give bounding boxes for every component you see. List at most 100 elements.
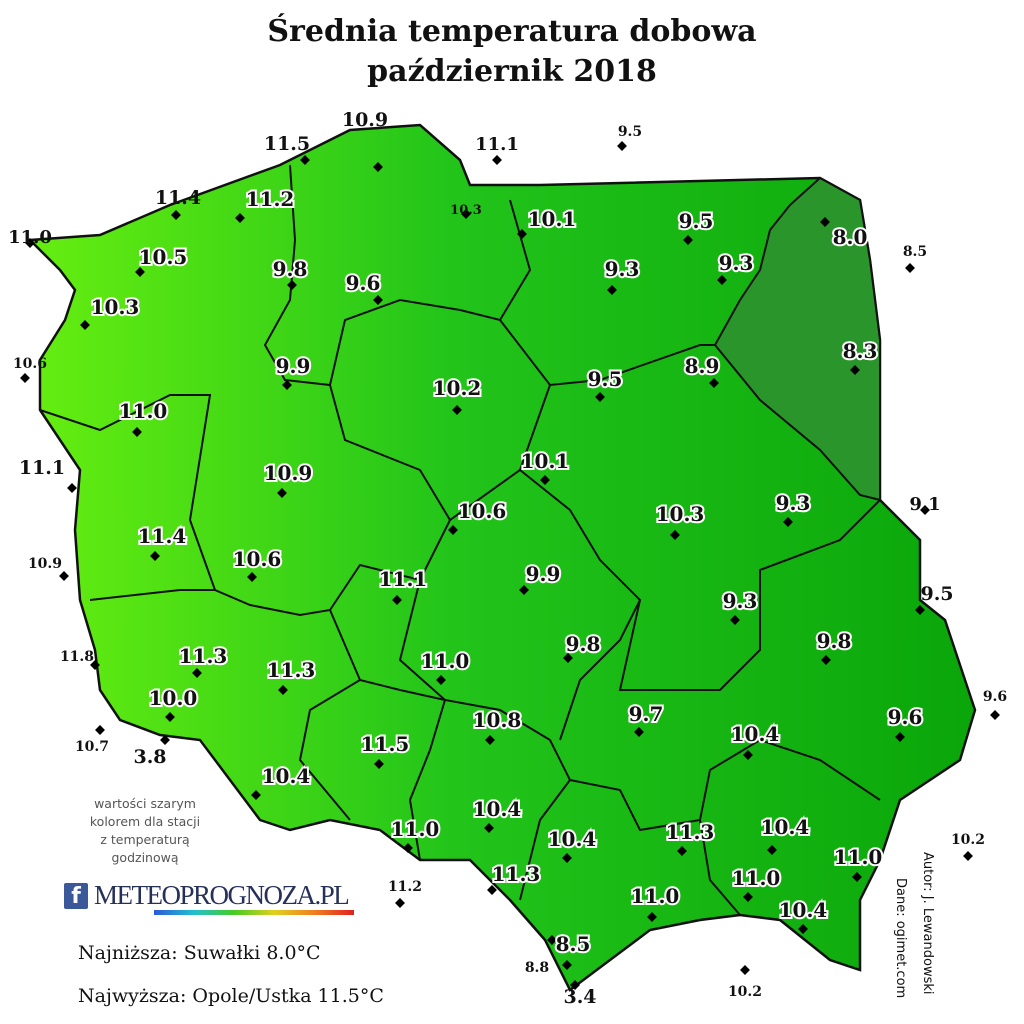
station-temperature-label: 9.6 bbox=[983, 689, 1007, 705]
station-marker-icon bbox=[59, 571, 69, 581]
station-temperature-label: 11.0 bbox=[119, 399, 168, 423]
note-line: godzinową bbox=[111, 850, 179, 865]
station-marker-icon bbox=[562, 853, 572, 863]
station-marker-icon bbox=[519, 585, 529, 595]
station-temperature-label: 10.3 bbox=[450, 203, 482, 218]
station-marker-icon bbox=[821, 655, 831, 665]
meteoprognoza-logo[interactable]: f METEOPROGNOZA.PL bbox=[64, 880, 354, 915]
station: 9.7 bbox=[627, 700, 665, 737]
logo-color-bar bbox=[154, 910, 354, 915]
voivodeship-borders bbox=[39, 164, 881, 916]
station-temperature-label: 9.5 bbox=[588, 367, 623, 391]
station: 8.5 bbox=[554, 930, 592, 970]
station: 3.8 bbox=[133, 735, 170, 768]
station-marker-icon bbox=[547, 935, 557, 945]
station: 11.4 bbox=[136, 522, 188, 561]
station-marker-icon bbox=[135, 267, 145, 277]
station: 10.1 bbox=[517, 205, 578, 239]
station-temperature-label: 11.3 bbox=[179, 644, 228, 668]
station-temperature-label: 8.5 bbox=[556, 932, 591, 956]
station-marker-icon bbox=[647, 912, 657, 922]
station: 10.0 bbox=[147, 684, 199, 722]
station-marker-icon bbox=[278, 685, 288, 695]
station: 9.9 bbox=[519, 560, 562, 595]
station-temperature-label: 10.8 bbox=[473, 708, 522, 732]
station: 9.6 bbox=[983, 689, 1007, 720]
station: 11.0 bbox=[629, 882, 681, 922]
station-temperature-label: 10.9 bbox=[342, 109, 388, 131]
station-marker-icon bbox=[798, 924, 808, 934]
station-marker-icon bbox=[895, 732, 905, 742]
station-marker-icon bbox=[247, 572, 257, 582]
station: 9.8 bbox=[815, 627, 853, 665]
station-marker-icon bbox=[683, 235, 693, 245]
station-marker-icon bbox=[25, 238, 35, 248]
station-marker-icon bbox=[165, 712, 175, 722]
station-marker-icon bbox=[403, 843, 413, 853]
station: 9.3 bbox=[717, 249, 755, 285]
station: 11.5 bbox=[359, 730, 411, 769]
station-marker-icon bbox=[563, 653, 573, 663]
station-temperature-label: 11.3 bbox=[492, 862, 541, 886]
station-marker-icon bbox=[436, 675, 446, 685]
station: 11.0 bbox=[419, 647, 471, 685]
station-marker-icon bbox=[717, 275, 727, 285]
station-marker-icon bbox=[395, 898, 405, 908]
station-marker-icon bbox=[634, 727, 644, 737]
station-temperature-label: 10.3 bbox=[656, 502, 705, 526]
station-temperature-label: 10.0 bbox=[149, 686, 198, 710]
station-temperature-label: 9.6 bbox=[346, 271, 381, 295]
station-marker-icon bbox=[709, 378, 719, 388]
station-temperature-label: 11.0 bbox=[421, 649, 470, 673]
station: 9.9 bbox=[274, 352, 312, 390]
station: 11.0 bbox=[389, 815, 441, 853]
facebook-icon[interactable]: f bbox=[64, 882, 88, 909]
station-marker-icon bbox=[235, 213, 245, 223]
station-temperature-label: 11.0 bbox=[834, 845, 883, 869]
note-line: z temperaturą bbox=[100, 832, 190, 847]
station-temperature-label: 11.1 bbox=[475, 134, 519, 155]
station: 9.8 bbox=[563, 630, 602, 663]
station-temperature-label: 3.8 bbox=[133, 746, 166, 768]
station-temperature-label: 10.6 bbox=[458, 499, 507, 523]
station-temperature-label: 11.8 bbox=[60, 649, 94, 665]
station-marker-icon bbox=[67, 483, 77, 493]
station-marker-icon bbox=[171, 210, 181, 220]
station: 9.5 bbox=[617, 124, 642, 151]
station: 8.5 bbox=[903, 244, 927, 273]
station-marker-icon bbox=[448, 525, 458, 535]
station: 10.9 bbox=[262, 459, 314, 498]
station-temperature-label: 9.8 bbox=[566, 632, 601, 656]
station-temperature-label: 10.4 bbox=[262, 764, 311, 788]
station-marker-icon bbox=[820, 217, 830, 227]
station: 11.4 bbox=[155, 187, 201, 220]
station-temperature-label: 10.6 bbox=[13, 356, 47, 372]
station-temperature-label: 9.9 bbox=[276, 354, 311, 378]
station-temperature-label: 11.1 bbox=[19, 457, 65, 479]
station-temperature-label: 10.3 bbox=[91, 295, 140, 319]
station-marker-icon bbox=[192, 668, 202, 678]
station-temperature-label: 9.8 bbox=[817, 629, 852, 653]
station-marker-icon bbox=[617, 141, 627, 151]
station-temperature-label: 9.5 bbox=[618, 124, 642, 140]
station-marker-icon bbox=[392, 595, 402, 605]
station: 9.3 bbox=[774, 489, 812, 527]
station: 11.3 bbox=[265, 656, 317, 695]
station-marker-icon bbox=[783, 517, 793, 527]
station: 10.1 bbox=[519, 447, 571, 485]
logo-text: METEOPROGNOZA.PL bbox=[94, 880, 350, 910]
station-temperature-label: 9.3 bbox=[776, 491, 811, 515]
station: 10.8 bbox=[471, 706, 523, 745]
lowest-temperature: Najniższa: Suwałki 8.0°C bbox=[78, 942, 321, 964]
station-marker-icon bbox=[743, 750, 753, 760]
station: 10.9 bbox=[342, 109, 388, 172]
station: 11.5 bbox=[264, 133, 310, 165]
station-temperature-label: 9.3 bbox=[723, 589, 758, 613]
station: 8.9 bbox=[683, 352, 721, 388]
station-temperature-label: 11.1 bbox=[379, 567, 428, 591]
station-marker-icon bbox=[461, 209, 471, 219]
station-temperature-label: 11.5 bbox=[361, 732, 410, 756]
highest-temperature: Najwyższa: Opole/Ustka 11.5°C bbox=[78, 985, 384, 1007]
legend-note: wartości szarym kolorem dla stacji z tem… bbox=[60, 795, 230, 867]
station-marker-icon bbox=[915, 605, 925, 615]
